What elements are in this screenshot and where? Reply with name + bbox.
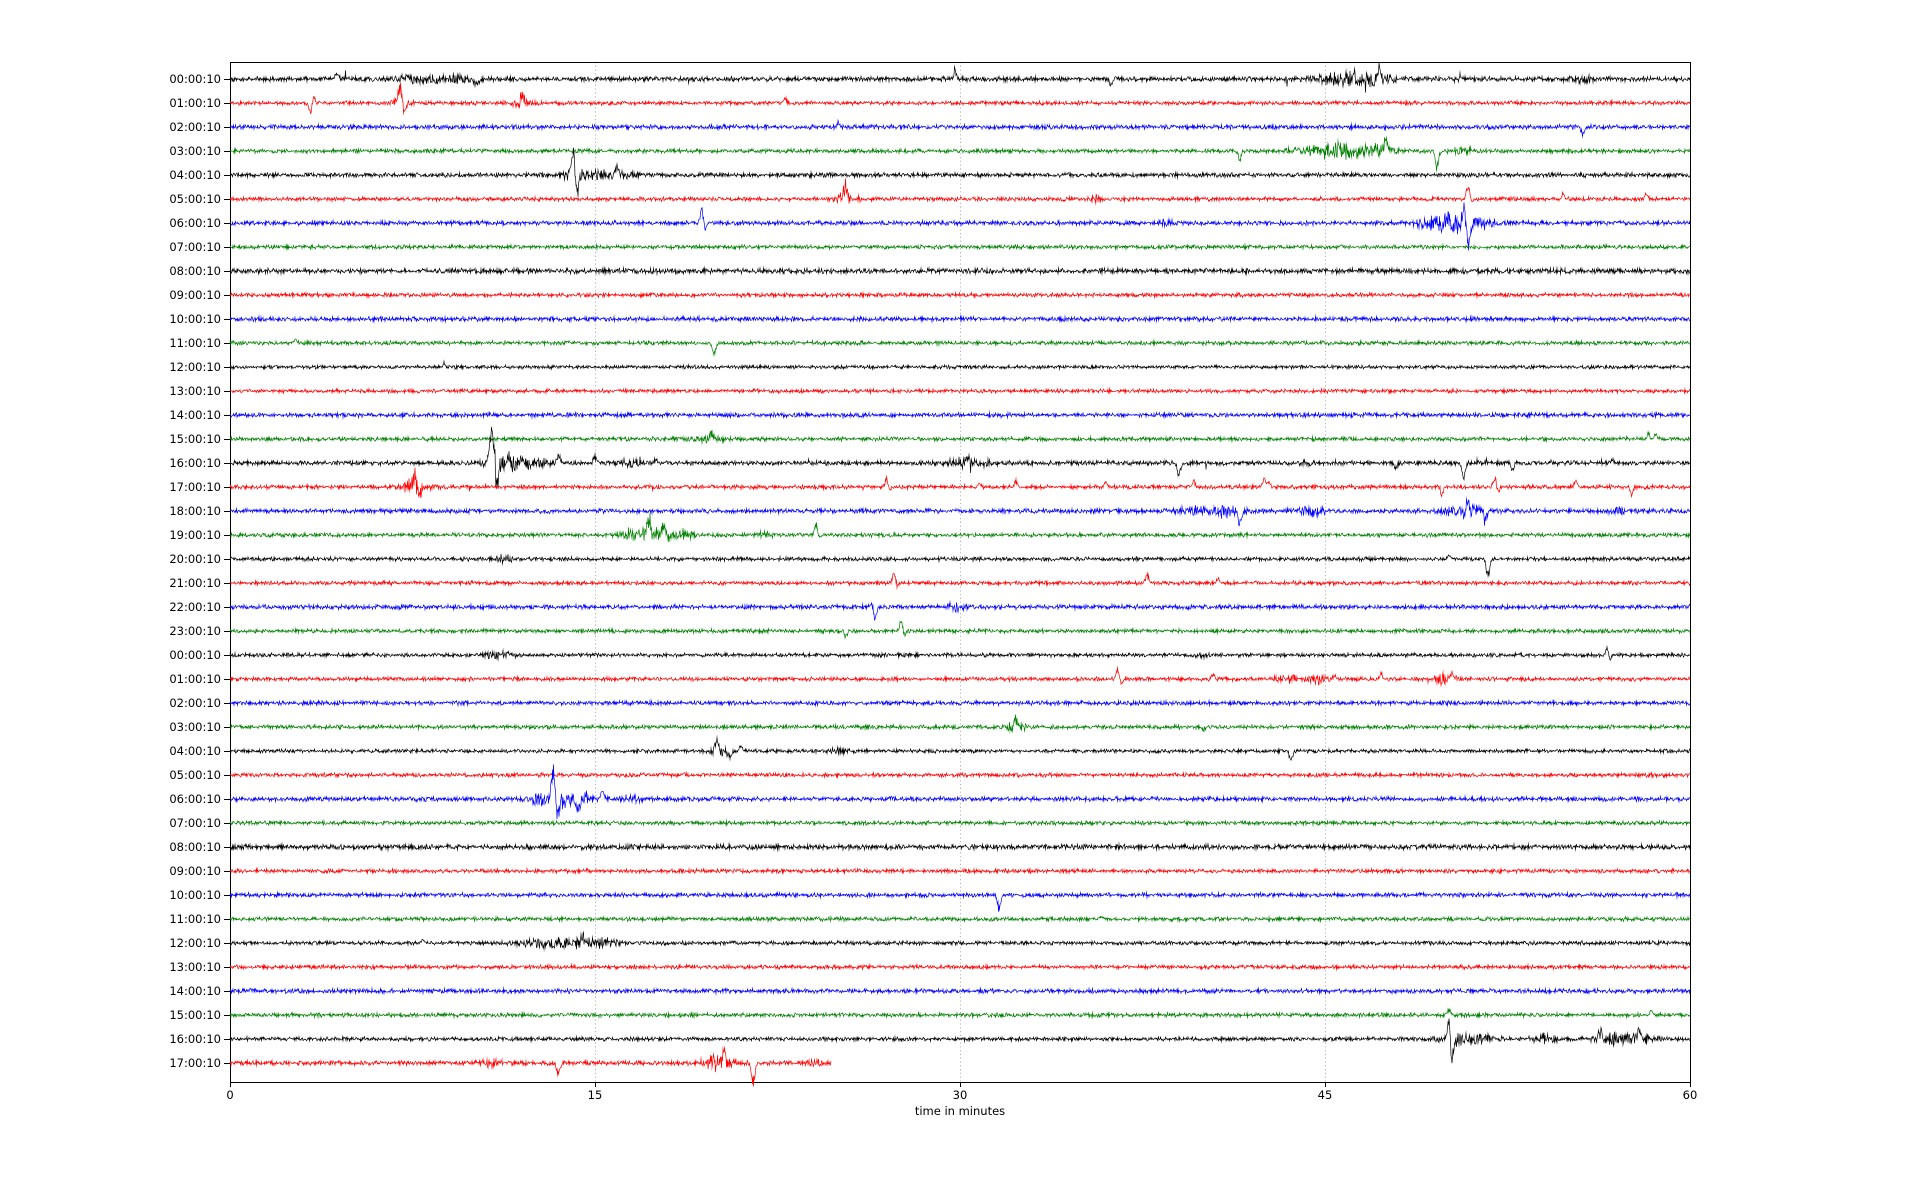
trace-time-label: 03:00:10 (169, 144, 221, 158)
x-tick-label: 45 (1317, 1088, 1333, 1102)
trace-time-label: 16:00:10 (169, 456, 221, 470)
trace-time-label: 09:00:10 (169, 864, 221, 878)
trace-time-label: 22:00:10 (169, 600, 221, 614)
trace-time-label: 00:00:10 (169, 72, 221, 86)
trace-time-label: 11:00:10 (169, 912, 221, 926)
trace-time-label: 18:00:10 (169, 504, 221, 518)
trace-time-label: 19:00:10 (169, 528, 221, 542)
trace-time-label: 05:00:10 (169, 768, 221, 782)
trace-time-label: 01:00:10 (169, 672, 221, 686)
trace-time-label: 23:00:10 (169, 624, 221, 638)
trace-time-label: 06:00:10 (169, 792, 221, 806)
trace-time-label: 12:00:10 (169, 360, 221, 374)
x-axis-label: time in minutes (914, 1104, 1006, 1118)
trace-time-label: 00:00:10 (169, 648, 221, 662)
trace-time-label: 08:00:10 (169, 264, 221, 278)
trace-time-label: 06:00:10 (169, 216, 221, 230)
trace-time-label: 12:00:10 (169, 936, 221, 950)
trace-time-label: 20:00:10 (169, 552, 221, 566)
trace-time-label: 13:00:10 (169, 960, 221, 974)
trace-time-label: 21:00:10 (169, 576, 221, 590)
x-tick-label: 30 (952, 1088, 968, 1102)
trace-time-label: 17:00:10 (169, 480, 221, 494)
trace-time-label: 16:00:10 (169, 1032, 221, 1046)
trace-time-label: 04:00:10 (169, 744, 221, 758)
x-tick-label: 15 (587, 1088, 603, 1102)
x-tick-label: 0 (226, 1088, 234, 1102)
trace-time-label: 02:00:10 (169, 120, 221, 134)
trace-time-label: 17:00:10 (169, 1056, 221, 1070)
trace-time-label: 04:00:10 (169, 168, 221, 182)
trace-time-label: 15:00:10 (169, 432, 221, 446)
trace-time-label: 07:00:10 (169, 816, 221, 830)
trace-time-label: 13:00:10 (169, 384, 221, 398)
trace-time-label: 14:00:10 (169, 408, 221, 422)
trace-time-label: 01:00:10 (169, 96, 221, 110)
trace-time-label: 09:00:10 (169, 288, 221, 302)
trace-time-label: 05:00:10 (169, 192, 221, 206)
x-tick-label: 60 (1682, 1088, 1698, 1102)
trace-time-label: 02:00:10 (169, 696, 221, 710)
trace-time-label: 10:00:10 (169, 888, 221, 902)
trace-time-label: 14:00:10 (169, 984, 221, 998)
trace-time-label: 11:00:10 (169, 336, 221, 350)
trace-time-label: 03:00:10 (169, 720, 221, 734)
trace-time-label: 15:00:10 (169, 1008, 221, 1022)
trace-time-label: 07:00:10 (169, 240, 221, 254)
trace-time-label: 10:00:10 (169, 312, 221, 326)
trace-time-label: 08:00:10 (169, 840, 221, 854)
